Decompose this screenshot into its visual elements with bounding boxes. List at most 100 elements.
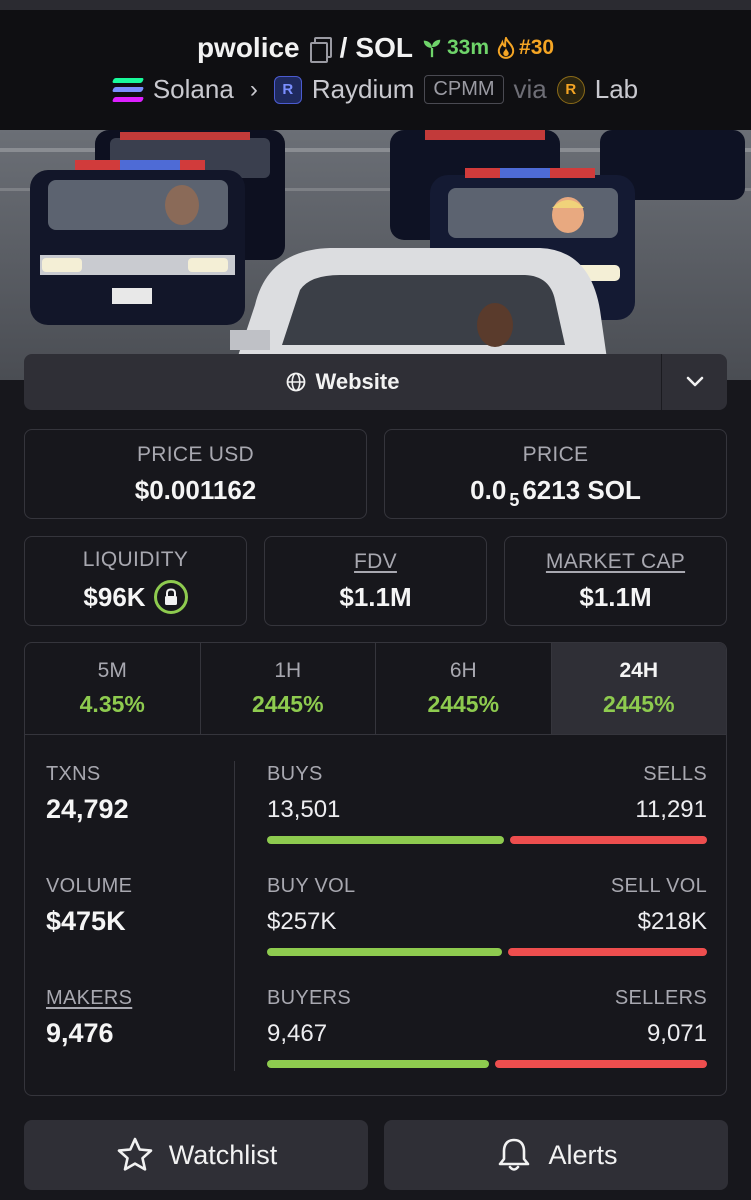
buyers-value: 9,467 — [267, 1020, 328, 1047]
price-usd-card: PRICE USD $0.001162 — [24, 429, 367, 519]
buys-value: 13,501 — [267, 796, 341, 823]
price-native-suffix: 6213 SOL — [522, 474, 641, 505]
solana-logo-icon — [111, 77, 145, 102]
lock-icon[interactable] — [153, 580, 188, 614]
raydium-logo-icon: R — [273, 75, 302, 104]
txns-value: 24,792 — [46, 794, 129, 824]
price-usd-label: PRICE USD — [136, 442, 255, 466]
bell-icon — [499, 1138, 530, 1171]
volume-block: VOLUME $475K — [46, 875, 132, 937]
star-icon — [117, 1137, 153, 1171]
sells-label: SELLS — [643, 763, 707, 785]
buy-vol-value: $257K — [267, 908, 337, 935]
sellers-label: SELLERS — [614, 987, 707, 1009]
price-usd-value: $0.001162 — [134, 474, 257, 505]
sellers-bar — [494, 1060, 707, 1068]
volume-label: VOLUME — [46, 875, 133, 897]
via-label: via — [513, 74, 547, 104]
sprout-icon — [423, 39, 441, 58]
website-button-group: Website — [24, 354, 727, 410]
pair-title: pwolice / SOL 33m #30 — [0, 32, 751, 64]
launchpad-name[interactable]: Lab — [594, 74, 639, 104]
alerts-button[interactable]: Alerts — [384, 1120, 728, 1190]
quote-symbol: SOL — [355, 32, 413, 63]
tab-label: 5M — [97, 659, 127, 682]
trending-rank[interactable]: #30 — [497, 36, 554, 60]
breadcrumb: Solana › R Raydium CPMM via R Lab — [0, 74, 751, 105]
sells-bar — [509, 836, 707, 844]
buy-vol-bar — [267, 948, 503, 956]
sellers-value: 9,071 — [646, 1020, 707, 1047]
liquidity-value-row: $96K — [83, 580, 188, 614]
tab-change: 4.35% — [79, 691, 145, 717]
makers-value: 9,476 — [46, 1018, 114, 1048]
website-label: Website — [315, 369, 400, 394]
buys-sells-bar — [267, 836, 707, 844]
sells-value: 11,291 — [635, 796, 707, 823]
watchlist-label: Watchlist — [168, 1139, 278, 1170]
liquidity-label: LIQUIDITY — [82, 548, 189, 571]
sell-vol-label: SELL VOL — [610, 875, 707, 897]
buyers-label: BUYERS — [267, 987, 352, 1009]
chevron-right-icon: › — [249, 75, 258, 103]
sell-vol-value: $218K — [637, 908, 707, 935]
dex-name[interactable]: Raydium — [311, 74, 415, 104]
chain-name[interactable]: Solana — [152, 74, 234, 104]
buyers-sellers-bar — [267, 1060, 707, 1068]
tab-change: 2445% — [602, 691, 675, 717]
buys-label: BUYS — [267, 763, 323, 785]
fdv-card[interactable]: FDV $1.1M — [264, 536, 487, 626]
price-native-zero-count: 5 — [509, 489, 520, 510]
market-cap-value: $1.1M — [579, 581, 652, 612]
sell-vol-bar — [508, 948, 707, 956]
fdv-value: $1.1M — [339, 581, 412, 612]
token-banner-image — [0, 130, 751, 380]
website-button[interactable]: Website — [24, 354, 661, 410]
liquidity-card: LIQUIDITY $96K — [24, 536, 247, 626]
tab-change: 2445% — [427, 691, 500, 717]
vertical-divider — [234, 761, 235, 1071]
market-cap-card[interactable]: MARKET CAP $1.1M — [504, 536, 727, 626]
buyers-sellers-block: BUYERS SELLERS 9,467 9,071 — [267, 987, 707, 1068]
buy-sell-volume-bar — [267, 948, 707, 956]
age-value: 33m — [446, 36, 490, 59]
website-dropdown-toggle[interactable] — [661, 354, 727, 410]
tab-1h[interactable]: 1H 2445% — [201, 643, 376, 734]
price-native-card: PRICE 0.0 5 6213 SOL — [384, 429, 727, 519]
buyers-bar — [267, 1060, 489, 1068]
tab-6h[interactable]: 6H 2445% — [376, 643, 552, 734]
fdv-label[interactable]: FDV — [354, 549, 397, 573]
tab-5m[interactable]: 5M 4.35% — [25, 643, 201, 734]
tab-label: 24H — [619, 659, 659, 682]
tab-change: 2445% — [251, 691, 324, 717]
buys-bar — [267, 836, 504, 844]
globe-icon — [286, 372, 305, 392]
flame-icon — [497, 37, 515, 59]
copy-icon[interactable] — [309, 37, 332, 63]
stats-panel: 5M 4.35% 1H 2445% 6H 2445% 24H 2445% TXN… — [24, 642, 727, 1096]
tab-label: 6H — [449, 659, 477, 682]
timeframe-tabs: 5M 4.35% 1H 2445% 6H 2445% 24H 2445% — [25, 643, 726, 735]
price-native-prefix: 0.0 — [470, 474, 507, 505]
pair-separator: / — [339, 32, 348, 63]
makers-label[interactable]: MAKERS — [46, 987, 133, 1009]
buy-vol-label: BUY VOL — [267, 875, 356, 897]
txns-label: TXNS — [46, 763, 101, 785]
top-strip — [0, 0, 751, 10]
chevron-down-icon — [686, 376, 703, 387]
token-symbol: pwolice — [196, 32, 300, 63]
txns-block: TXNS 24,792 — [46, 763, 129, 825]
lab-logo-icon: R — [556, 75, 585, 104]
tab-24h[interactable]: 24H 2445% — [551, 643, 726, 734]
market-cap-label[interactable]: MARKET CAP — [545, 549, 686, 573]
watchlist-button[interactable]: Watchlist — [24, 1120, 368, 1190]
pair-age: 33m — [421, 36, 489, 60]
rank-value: #30 — [519, 36, 555, 59]
liquidity-value: $96K — [83, 581, 146, 612]
pool-type-badge: CPMM — [424, 75, 504, 104]
tab-label: 1H — [274, 659, 302, 682]
volume-value: $475K — [46, 906, 126, 936]
makers-block: MAKERS 9,476 — [46, 987, 132, 1049]
price-native-value: 0.0 5 6213 SOL — [470, 474, 641, 510]
metrics-grid: TXNS 24,792 VOLUME $475K MAKERS 9,476 BU… — [25, 735, 726, 1095]
